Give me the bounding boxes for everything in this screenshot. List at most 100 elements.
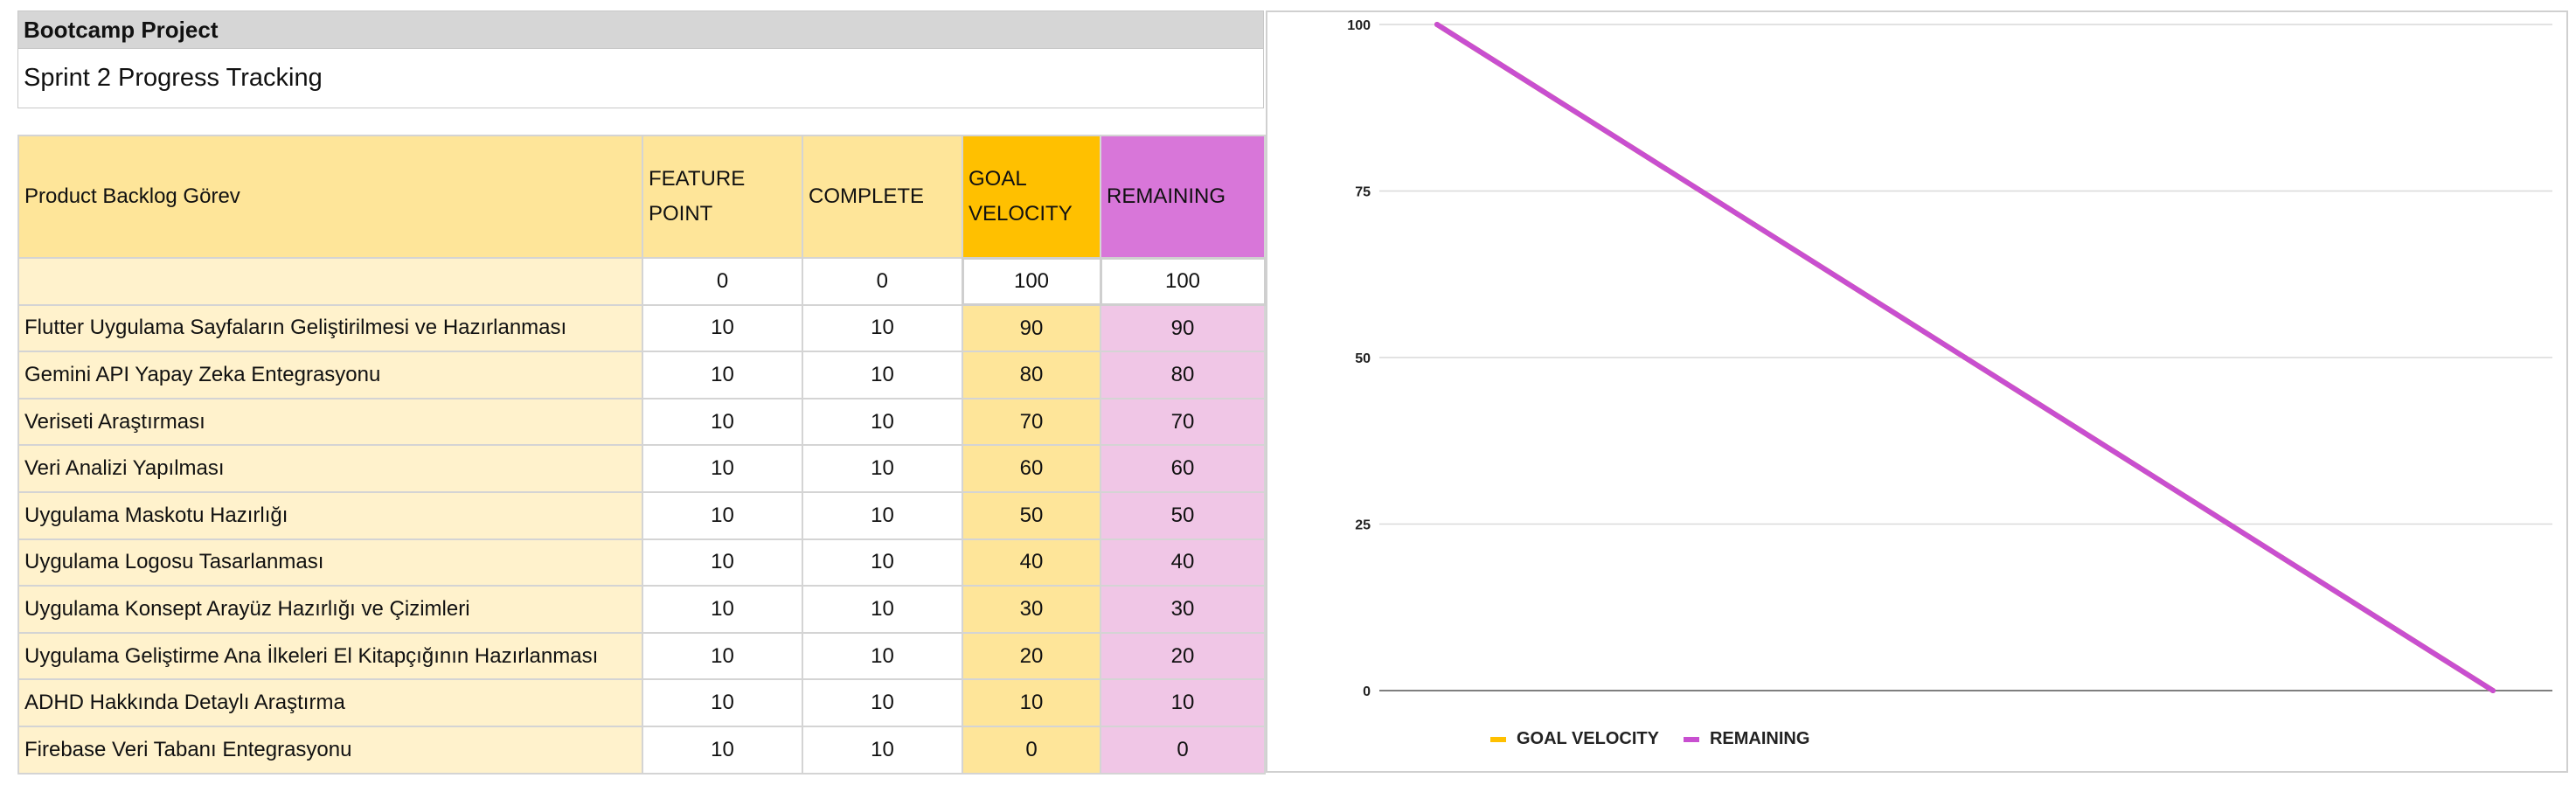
table-row: Uygulama Maskotu Hazırlığı 10 10 50 50 [17,490,1266,540]
data-point-remaining[interactable] [1434,22,1440,27]
remaining-cell[interactable]: 30 [1100,585,1266,634]
data-point-remaining[interactable] [2385,621,2391,627]
complete-cell[interactable]: 10 [802,490,963,540]
feature-point-cell[interactable]: 10 [642,631,803,681]
goal-velocity-cell[interactable]: 60 [962,444,1101,493]
data-point-remaining[interactable] [2173,488,2179,494]
legend-label-remaining: REMAINING [1709,729,1810,748]
column-header-complete[interactable]: COMPLETE [802,135,963,259]
task-cell[interactable]: Veriseti Araştırması [17,397,643,447]
legend-swatch-goal-velocity [1490,736,1506,742]
remaining-cell[interactable]: 80 [1100,351,1266,399]
goal-velocity-cell[interactable]: 90 [962,303,1101,353]
chart-legend: GOAL VELOCITY REMAINING [1490,729,1834,749]
column-header-feature-point[interactable]: FEATURE POINT [642,135,803,259]
feature-point-cell[interactable]: 10 [642,538,803,587]
complete-cell[interactable]: 10 [802,303,963,353]
goal-velocity-cell[interactable]: 30 [962,585,1101,634]
data-point-remaining[interactable] [2279,554,2285,560]
remaining-cell[interactable]: 40 [1100,538,1266,587]
complete-cell[interactable]: 0 [802,257,963,306]
feature-point-cell[interactable]: 10 [642,303,803,353]
data-point-remaining[interactable] [1857,288,1863,294]
feature-point-cell[interactable]: 10 [642,725,803,775]
complete-cell[interactable]: 10 [802,351,963,399]
sprint-subtitle[interactable]: Sprint 2 Progress Tracking [17,49,1264,108]
table-row: Uygulama Logosu Tasarlanması 10 10 40 40 [17,538,1266,587]
legend-swatch-remaining [1683,736,1699,742]
data-point-remaining[interactable] [1962,355,1968,360]
goal-velocity-cell[interactable]: 100 [961,256,1102,307]
data-point-remaining[interactable] [1539,88,1545,94]
remaining-cell[interactable]: 60 [1100,444,1266,493]
table-row: Veri Analizi Yapılması 10 10 60 60 [17,444,1266,493]
feature-point-cell[interactable]: 0 [642,257,803,306]
task-cell[interactable]: Firebase Veri Tabanı Entegrasyonu [17,725,643,775]
task-cell[interactable]: Uygulama Maskotu Hazırlığı [17,490,643,540]
y-tick-label: 25 [1355,518,1371,533]
goal-velocity-cell[interactable]: 20 [962,631,1101,681]
remaining-cell[interactable]: 0 [1100,725,1266,775]
goal-velocity-cell[interactable]: 10 [962,678,1101,727]
remaining-cell[interactable]: 100 [1099,256,1267,307]
legend-label-goal-velocity: GOAL VELOCITY [1517,729,1659,748]
remaining-cell[interactable]: 50 [1100,490,1266,540]
complete-cell[interactable]: 10 [802,725,963,775]
column-header-task[interactable]: Product Backlog Görev [17,135,643,259]
task-cell[interactable]: Veri Analizi Yapılması [17,444,643,493]
table-row: Uygulama Geliştirme Ana İlkeleri El Kita… [17,631,1266,681]
goal-velocity-cell[interactable]: 80 [962,351,1101,399]
remaining-cell[interactable]: 20 [1100,631,1266,681]
column-header-remaining[interactable]: REMAINING [1100,135,1266,259]
task-cell[interactable]: Gemini API Yapay Zeka Entegrasyonu [17,351,643,399]
task-cell[interactable]: Uygulama Geliştirme Ana İlkeleri El Kita… [17,631,643,681]
remaining-cell[interactable]: 10 [1100,678,1266,727]
y-tick-label: 50 [1355,351,1371,366]
column-header-goal-velocity[interactable]: GOAL VELOCITY [962,135,1101,259]
table-row: ADHD Hakkında Detaylı Araştırma 10 10 10… [17,678,1266,727]
table-row: Gemini API Yapay Zeka Entegrasyonu 10 10… [17,351,1266,399]
remaining-cell[interactable]: 90 [1100,303,1266,353]
goal-velocity-cell[interactable]: 50 [962,490,1101,540]
backlog-table: Product Backlog Görev FEATURE POINT COMP… [17,135,1267,775]
data-point-remaining[interactable] [2067,421,2073,427]
feature-point-cell[interactable]: 10 [642,397,803,447]
data-point-remaining[interactable] [2490,688,2496,693]
project-title[interactable]: Bootcamp Project [17,10,1264,49]
data-point-remaining[interactable] [1645,155,1651,161]
complete-cell[interactable]: 10 [802,678,963,727]
complete-cell[interactable]: 10 [802,631,963,681]
feature-point-cell[interactable]: 10 [642,678,803,727]
y-tick-label: 100 [1347,18,1371,33]
goal-velocity-cell[interactable]: 70 [962,397,1101,447]
table-row: Firebase Veri Tabanı Entegrasyonu 10 10 … [17,725,1266,775]
feature-point-cell[interactable]: 10 [642,444,803,493]
table-row: Flutter Uygulama Sayfaların Geliştirilme… [17,303,1266,353]
remaining-cell[interactable]: 70 [1100,397,1266,447]
feature-point-cell[interactable]: 10 [642,351,803,399]
legend-item-goal-velocity[interactable]: GOAL VELOCITY [1490,729,1659,749]
task-cell[interactable]: ADHD Hakkında Detaylı Araştırma [17,678,643,727]
task-cell[interactable] [17,257,643,306]
task-cell[interactable]: Uygulama Konsept Arayüz Hazırlığı ve Çiz… [17,585,643,634]
y-tick-label: 0 [1363,684,1371,699]
sheet-header: Bootcamp Project Sprint 2 Progress Track… [17,10,1264,108]
task-cell[interactable]: Flutter Uygulama Sayfaların Geliştirilme… [17,303,643,353]
complete-cell[interactable]: 10 [802,397,963,447]
goal-velocity-cell[interactable]: 40 [962,538,1101,587]
burndown-chart[interactable]: 0 25 50 75 100 GOAL VELOCITY REMAINING [1266,10,2568,773]
feature-point-cell[interactable]: 10 [642,490,803,540]
goal-velocity-cell[interactable]: 0 [962,725,1101,775]
task-cell[interactable]: Uygulama Logosu Tasarlanması [17,538,643,587]
complete-cell[interactable]: 10 [802,538,963,587]
baseline-row: 0 0 100 100 [17,256,1267,307]
table-row: Uygulama Konsept Arayüz Hazırlığı ve Çiz… [17,585,1266,634]
legend-item-remaining[interactable]: REMAINING [1683,729,1810,749]
complete-cell[interactable]: 10 [802,585,963,634]
table-header-row: Product Backlog Görev FEATURE POINT COMP… [17,135,1266,259]
table-row: Veriseti Araştırması 10 10 70 70 [17,397,1266,447]
complete-cell[interactable]: 10 [802,444,963,493]
data-point-remaining[interactable] [1751,221,1757,227]
chart-canvas: 0 25 50 75 100 [1347,18,2552,699]
feature-point-cell[interactable]: 10 [642,585,803,634]
